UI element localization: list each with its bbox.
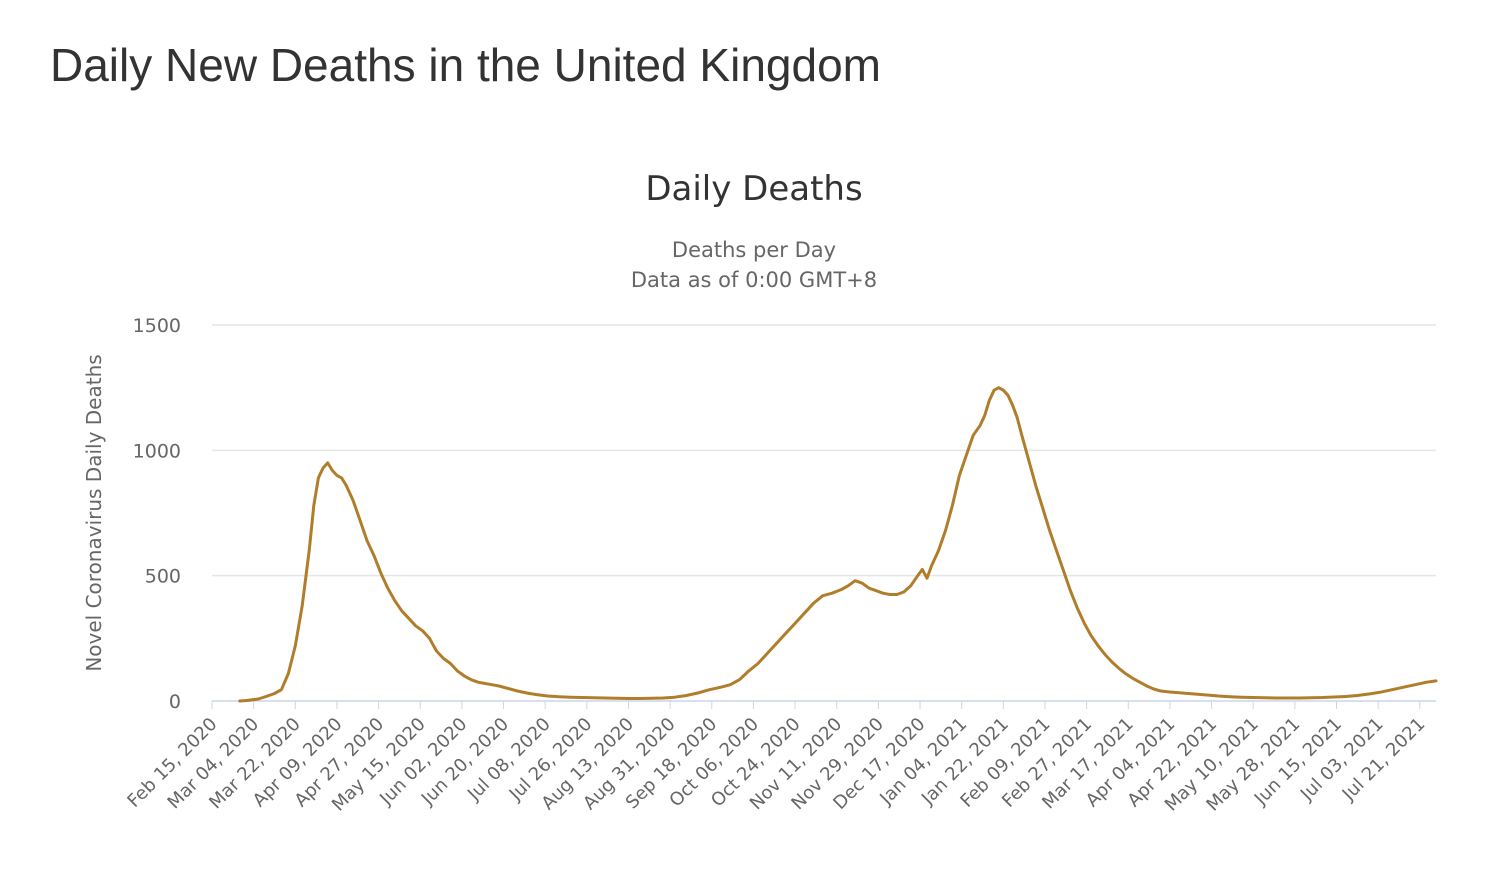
y-axis-title: Novel Coronavirus Daily Deaths [82,354,106,671]
chart-subtitle-line-1: Deaths per Day [672,238,836,262]
y-tick-label-0: 0 [169,691,181,713]
chart-title: Daily Deaths [645,169,862,209]
chart-subtitle-line-2: Data as of 0:00 GMT+8 [631,268,877,292]
page-title: Daily New Deaths in the United Kingdom [50,39,881,91]
grid-lines [212,324,1436,702]
y-tick-label-500: 500 [145,566,181,588]
series-layer [238,386,1438,703]
y-tick-label-1000: 1000 [133,440,181,462]
y-tick-label-1500: 1500 [133,315,181,337]
series-line-daily-deaths [238,386,1438,703]
y-axis: 0 500 1000 1500 [133,315,181,713]
